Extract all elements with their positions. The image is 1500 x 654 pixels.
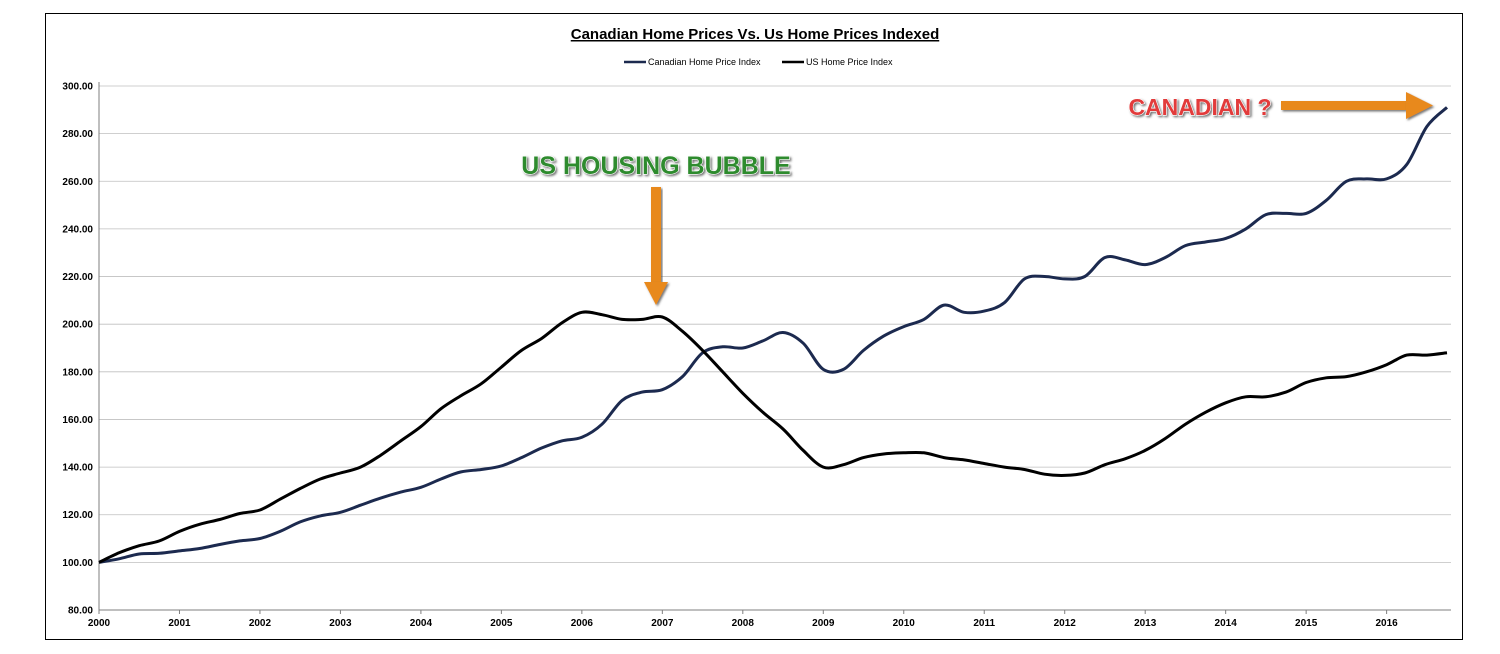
y-tick-label: 160.00 (62, 415, 93, 426)
arrow-down-icon-head (644, 282, 668, 305)
arrow-right-icon (1281, 101, 1406, 110)
legend-label: Canadian Home Price Index (648, 57, 761, 67)
x-tick-label: 2016 (1375, 618, 1398, 629)
x-tick-label: 2010 (893, 618, 916, 629)
y-tick-label: 100.00 (62, 558, 93, 569)
legend: Canadian Home Price Index US Home Price I… (624, 57, 893, 67)
y-tick-label: 80.00 (68, 606, 93, 617)
x-tick-label: 2014 (1215, 618, 1238, 629)
y-tick-label: 140.00 (62, 463, 93, 474)
annotation-us-housing-bubble: US HOUSING BUBBLE (521, 152, 790, 180)
arrow-right-icon-head (1406, 92, 1433, 119)
y-tick-label: 300.00 (62, 82, 93, 93)
x-tick-label: 2004 (410, 618, 433, 629)
x-tick-label: 2012 (1054, 618, 1077, 629)
annotations: US HOUSING BUBBLE CANADIAN ? (521, 92, 1433, 305)
y-tick-label: 120.00 (62, 510, 93, 521)
chart-title: Canadian Home Prices Vs. Us Home Prices … (571, 26, 939, 43)
gridlines (99, 85, 1451, 563)
x-tick-label: 2013 (1134, 618, 1157, 629)
x-tick-label: 2000 (88, 618, 111, 629)
y-tick-label: 200.00 (62, 320, 93, 331)
legend-label: US Home Price Index (806, 57, 893, 67)
x-tick-label: 2006 (571, 618, 594, 629)
x-tick-label: 2009 (812, 618, 835, 629)
x-tick-label: 2007 (651, 618, 674, 629)
y-tick-label: 280.00 (62, 129, 93, 140)
annotation-canadian: CANADIAN ? (1128, 94, 1271, 120)
y-tick-label: 180.00 (62, 367, 93, 378)
line-chart: Canadian Home Prices Vs. Us Home Prices … (62, 26, 1451, 629)
x-tick-label: 2011 (973, 618, 995, 629)
axes: 80.00 100.00 120.00 140.00 160.00 180.00 200.0… (62, 82, 1451, 629)
x-tick-label: 2001 (168, 618, 191, 629)
arrow-down-icon (651, 187, 661, 282)
y-tick-label: 260.00 (62, 177, 93, 188)
x-tick-label: 2008 (732, 618, 755, 629)
chart-frame: Canadian Home Prices Vs. Us Home Prices … (45, 13, 1463, 640)
x-tick-label: 2015 (1295, 618, 1318, 629)
x-tick-label: 2003 (329, 618, 352, 629)
y-tick-label: 240.00 (62, 224, 93, 235)
x-tick-label: 2002 (249, 618, 272, 629)
series-line-us (98, 310, 1448, 564)
series-layer (98, 106, 1449, 564)
y-tick-label: 220.00 (62, 272, 93, 283)
series-line-canadian (98, 106, 1449, 564)
x-tick-label: 2005 (490, 618, 513, 629)
